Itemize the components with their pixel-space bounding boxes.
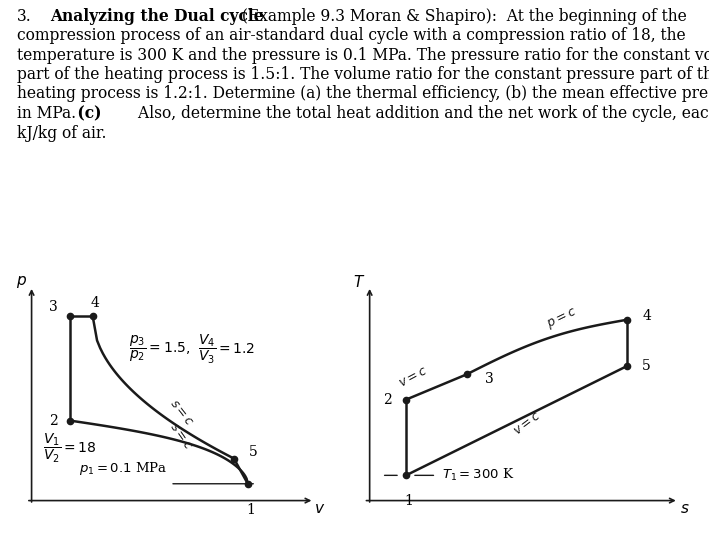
Text: in MPa.: in MPa.	[17, 105, 76, 122]
Text: heating process is 1.2:1. Determine (a) the thermal efficiency, (b) the mean eff: heating process is 1.2:1. Determine (a) …	[17, 86, 709, 103]
Text: 5: 5	[642, 359, 651, 373]
Text: $v = c$: $v = c$	[396, 363, 430, 390]
Text: 1: 1	[246, 502, 255, 516]
Text: $T$: $T$	[353, 274, 365, 290]
Text: 4: 4	[91, 296, 100, 310]
Text: (Example 9.3 Moran & Shapiro):  At the beginning of the: (Example 9.3 Moran & Shapiro): At the be…	[237, 8, 686, 25]
Text: $\dfrac{V_4}{V_3} = 1.2$: $\dfrac{V_4}{V_3} = 1.2$	[198, 332, 255, 366]
Text: $p_1 = 0.1$ MPa: $p_1 = 0.1$ MPa	[79, 461, 167, 477]
Text: $T_1 = 300$ K: $T_1 = 300$ K	[442, 468, 515, 484]
Text: 5: 5	[249, 445, 257, 459]
Text: $p = c$: $p = c$	[545, 306, 579, 332]
Text: $v$: $v$	[314, 502, 325, 516]
Text: $v = c$: $v = c$	[510, 408, 544, 437]
Text: 3: 3	[485, 372, 493, 386]
Text: Analyzing the Dual cycle: Analyzing the Dual cycle	[50, 8, 264, 25]
Text: part of the heating process is 1.5:1. The volume ratio for the constant pressure: part of the heating process is 1.5:1. Th…	[17, 66, 709, 83]
Text: temperature is 300 K and the pressure is 0.1 MPa. The pressure ratio for the con: temperature is 300 K and the pressure is…	[17, 46, 709, 63]
Text: 2: 2	[384, 393, 392, 407]
Text: 2: 2	[50, 414, 58, 428]
Text: compression process of an air-standard dual cycle with a compression ratio of 18: compression process of an air-standard d…	[17, 27, 686, 44]
Text: $\dfrac{V_1}{V_2} = 18$: $\dfrac{V_1}{V_2} = 18$	[43, 431, 96, 465]
Text: $p$: $p$	[16, 274, 28, 290]
Text: $s = c$: $s = c$	[167, 420, 195, 453]
Text: $s = c$: $s = c$	[167, 397, 196, 429]
Text: (c): (c)	[72, 105, 101, 122]
Text: 3: 3	[50, 300, 58, 314]
Text: Also, determine the total heat addition and the net work of the cycle, each in: Also, determine the total heat addition …	[99, 105, 709, 122]
Text: kJ/kg of air.: kJ/kg of air.	[17, 124, 106, 141]
Text: 1: 1	[405, 494, 413, 508]
Text: $\dfrac{p_3}{p_2} = 1.5,$: $\dfrac{p_3}{p_2} = 1.5,$	[128, 334, 190, 364]
Text: 3.: 3.	[17, 8, 31, 25]
Text: $s$: $s$	[680, 502, 690, 516]
Text: 4: 4	[642, 308, 651, 322]
